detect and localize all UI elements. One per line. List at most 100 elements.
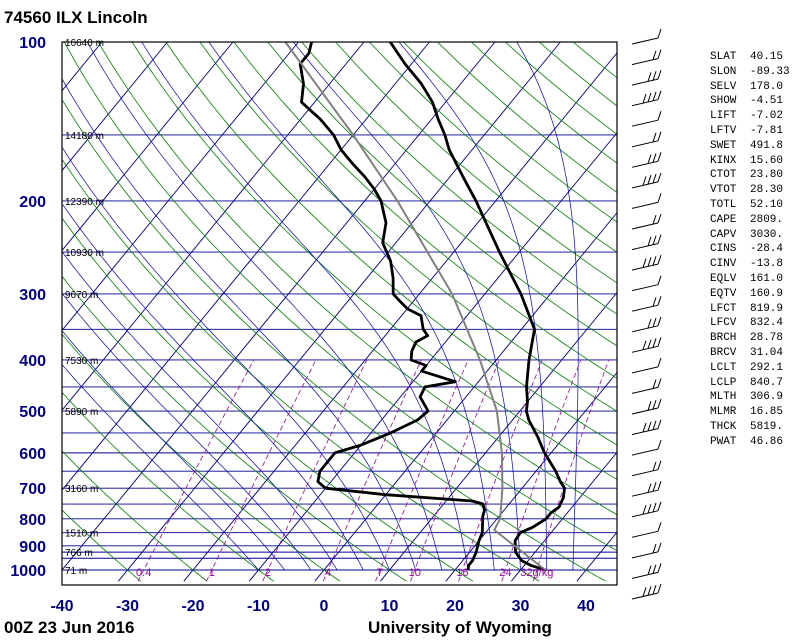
mixing-ratio-line: [322, 359, 422, 582]
isotherm-line: [510, 451, 617, 582]
index-value: 840.7: [750, 376, 784, 389]
mixing-ratio-label: 24: [499, 567, 511, 579]
isotherm-line: [117, 42, 561, 582]
index-key: CAPE: [710, 213, 737, 226]
dry-adiabat-line: [233, 42, 617, 379]
station-title: 74560 ILX Lincoln: [4, 8, 148, 27]
wind-barb-icon: [631, 439, 662, 456]
isotherm-line: [62, 42, 496, 571]
isotherm-line: [62, 42, 234, 252]
wind-barb-icon: [631, 111, 662, 127]
index-row: EQLV 161.0: [710, 272, 800, 287]
index-row: CINS -28.4: [710, 242, 800, 257]
dry-adiabat-line: [335, 42, 617, 284]
mixing-ratio-label: 7: [377, 567, 383, 579]
moist-adiabat-line: [398, 42, 548, 570]
index-row: CTOT 23.80: [710, 168, 800, 183]
wind-barb-icon: [631, 49, 662, 66]
wind-barb-icon: [631, 213, 662, 230]
index-key: BRCH: [710, 332, 737, 345]
isotherm-line: [0, 42, 36, 581]
moist-adiabat-line: [62, 77, 417, 571]
moist-adiabat-line: [141, 42, 469, 571]
wind-barb-icon: [631, 357, 662, 374]
mixing-ratio-line: [137, 359, 255, 582]
index-key: LFCV: [710, 317, 737, 330]
index-row: LCLP 840.7: [710, 376, 800, 391]
index-value: 2809.: [750, 213, 784, 226]
index-row: KINX 15.60: [710, 154, 800, 169]
height-label: 1510 m: [65, 529, 98, 540]
temperature-curve: [389, 42, 566, 572]
moist-adiabat-line: [62, 363, 259, 571]
height-label: 9670 m: [65, 290, 98, 301]
index-row: PWAT 46.86: [710, 435, 800, 450]
wind-barb-icon: [631, 337, 662, 353]
index-value: -28.4: [750, 243, 784, 256]
moist-adiabat-line: [293, 42, 521, 571]
index-key: PWAT: [710, 435, 737, 448]
index-key: CTOT: [710, 169, 737, 182]
mixing-ratio-line: [206, 359, 317, 582]
index-key: SLON: [710, 65, 737, 78]
index-key: CINV: [710, 258, 737, 271]
isotherm-line: [62, 42, 103, 92]
index-value: 31.04: [750, 346, 784, 359]
wind-barb-icon: [631, 481, 662, 497]
index-value: 178.0: [750, 80, 784, 93]
pressure-tick-label: 800: [19, 512, 46, 529]
index-key: LFCT: [710, 302, 737, 315]
moist-adiabat-line: [516, 42, 579, 570]
index-key: KINX: [710, 154, 737, 167]
temperature-tick-label: 40: [577, 598, 595, 615]
index-row: BRCV 31.04: [710, 346, 800, 361]
pressure-tick-label: 900: [19, 539, 46, 556]
index-key: MLMR: [710, 406, 737, 419]
pressure-tick-label: 600: [19, 446, 46, 463]
wind-barb-icon: [631, 296, 662, 312]
index-key: VTOT: [710, 184, 737, 197]
index-value: 832.4: [750, 317, 784, 330]
mixing-ratio-label: 4: [325, 567, 331, 579]
dry-adiabat-line: [62, 333, 341, 582]
dry-adiabat-line: [165, 42, 617, 446]
moist-adiabat-line: [62, 330, 285, 571]
index-key: LCLP: [710, 376, 737, 389]
index-row: THCK 5819.: [710, 420, 800, 435]
pressure-tick-label: 500: [19, 404, 46, 421]
index-key: SHOW: [710, 95, 737, 108]
index-key: THCK: [710, 420, 737, 433]
pressure-tick-label: 400: [19, 353, 46, 370]
index-value: 16.85: [750, 406, 784, 419]
index-row: LFCT 819.9: [710, 302, 800, 317]
index-value: 40.15: [750, 51, 784, 63]
wind-barb-icon: [631, 419, 662, 436]
index-row: SLAT 40.15: [710, 50, 800, 65]
height-label: 766 m: [65, 548, 93, 559]
temperature-tick-label: -20: [181, 598, 204, 615]
index-value: -13.8: [750, 258, 784, 271]
wind-barb-icon: [631, 378, 662, 394]
wind-barb-icon: [631, 172, 662, 189]
isotherm-line: [445, 371, 617, 582]
height-label: 7530 m: [65, 356, 98, 367]
mixing-ratio-line: [501, 359, 582, 582]
pressure-tick-label: 300: [19, 287, 46, 304]
wind-barb-icon: [631, 234, 662, 251]
index-value: 160.9: [750, 287, 784, 300]
index-value: 306.9: [750, 391, 784, 404]
wind-barb-icon: [631, 152, 662, 168]
index-row: MLTH 306.9: [710, 390, 800, 405]
isotherm-line: [314, 211, 617, 582]
index-value: 5819.: [750, 420, 784, 433]
index-value: 46.86: [750, 435, 784, 448]
mixing-ratio-label: 0.4: [136, 567, 151, 579]
index-key: CINS: [710, 243, 737, 256]
index-key: EQLV: [710, 272, 737, 285]
credit-label: University of Wyoming: [368, 618, 552, 637]
dry-adiabat-line: [301, 42, 617, 315]
mixing-ratio-label: 1: [209, 567, 215, 579]
wind-barb-icon: [631, 69, 662, 86]
dry-adiabat-line: [199, 42, 617, 412]
